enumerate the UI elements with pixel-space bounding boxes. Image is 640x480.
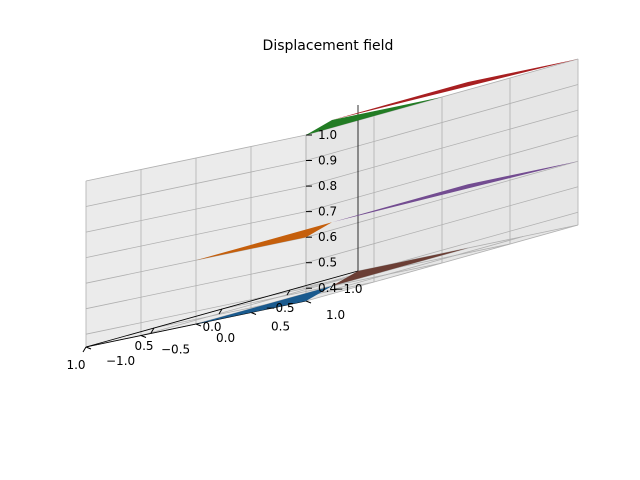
y-tick-mark (195, 323, 202, 327)
tick-labels: −1.0 −0.5 0.0 0.5 1.0 −1.0 −0.5 0.0 0.5 1.0 0.4 0.5… (66, 128, 362, 372)
grid-line (85, 134, 307, 182)
surface-triangle (332, 59, 578, 120)
chart-title: Displacement field (263, 38, 394, 54)
y-tick-label: 0.0 (216, 331, 235, 345)
z-tick-label: 0.5 (318, 256, 337, 270)
y-tick-label: 0.5 (271, 320, 290, 334)
z-tick-label: 0.7 (318, 205, 337, 219)
x-tick-label: 1.0 (66, 358, 85, 372)
z-tick-label: 0.9 (318, 154, 337, 168)
grid-line (305, 160, 579, 238)
y-tick-mark (85, 346, 92, 350)
surface-triangle (196, 222, 332, 261)
x-tick-mark (286, 289, 291, 296)
x-tick-label: −1.0 (333, 282, 362, 296)
x-tick-mark (82, 346, 87, 353)
y-tick-label: −0.5 (161, 343, 190, 357)
surface-triangle (332, 161, 578, 223)
z-tick-label: 0.8 (318, 179, 337, 193)
x-tick-label: 0.5 (134, 339, 153, 353)
surface-triangle (196, 286, 332, 324)
grid-line (85, 160, 307, 207)
y-tick-label: 1.0 (326, 308, 345, 322)
z-tick-label: 0.6 (318, 230, 337, 244)
grid-line (305, 186, 579, 264)
x-tick-mark (150, 327, 155, 334)
grid-line (305, 109, 579, 187)
y-tick-mark (140, 335, 147, 338)
x-tick-mark (218, 308, 223, 315)
x-tick-label: −0.5 (265, 301, 294, 315)
grid-line (85, 262, 307, 310)
surface-triangle (306, 97, 442, 135)
y-tick-label: −1.0 (106, 354, 135, 368)
grid-line (85, 185, 307, 233)
z-tick-label: 0.4 (318, 281, 337, 295)
surface-triangles (196, 59, 578, 324)
y-tick-mark (250, 312, 257, 315)
axes-panes (85, 58, 579, 348)
y-tick-mark (305, 300, 312, 304)
grid-line (305, 135, 579, 212)
surface-triangle (332, 248, 468, 286)
grid-line (85, 211, 307, 258)
z-tick-label: 1.0 (318, 128, 337, 142)
grid-line (305, 84, 579, 161)
grid-line (305, 224, 579, 302)
x-tick-label: 0.0 (202, 320, 221, 334)
